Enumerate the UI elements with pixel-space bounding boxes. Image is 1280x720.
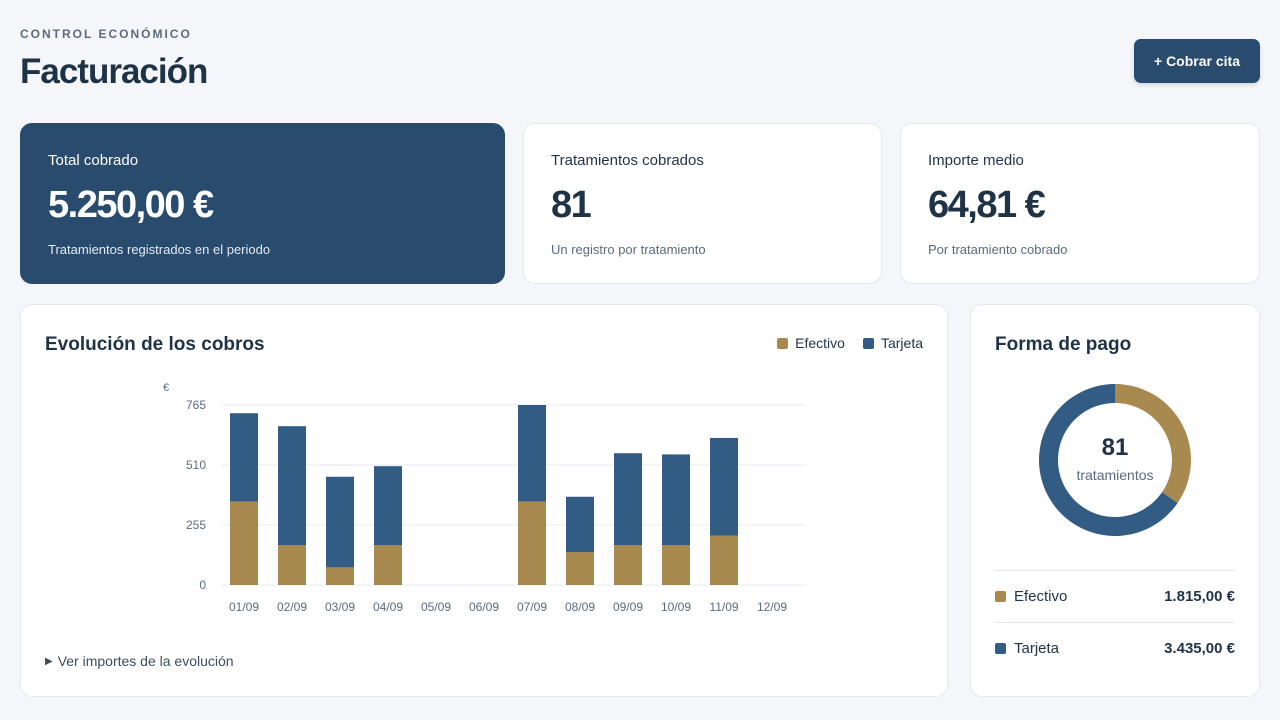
payment-method-amount: 3.435,00 € xyxy=(1164,640,1235,657)
kpi-average-card: Importe medio 64,81 € Por tratamiento co… xyxy=(900,123,1260,284)
bar-tarjeta xyxy=(566,496,594,553)
bar-efectivo xyxy=(230,501,258,585)
bar-tarjeta xyxy=(326,476,354,568)
payment-method: Efectivo xyxy=(995,588,1067,605)
payment-card: Forma de pago 81 tratamientos Efectivo 1… xyxy=(970,304,1260,697)
y-tick-label: 0 xyxy=(199,578,206,592)
evolution-details-toggle[interactable]: ▶ Ver importes de la evolución xyxy=(45,653,234,669)
payment-method-amount: 1.815,00 € xyxy=(1164,588,1235,605)
kpi-subtext: Tratamientos registrados en el periodo xyxy=(48,242,271,257)
bar-efectivo xyxy=(326,567,354,585)
y-tick-label: 255 xyxy=(186,518,206,532)
bar-efectivo xyxy=(518,501,546,585)
payment-row-efectivo: Efectivo 1.815,00 € xyxy=(995,570,1235,622)
x-tick-label: 04/09 xyxy=(373,600,403,614)
kpi-treatments-card: Tratamientos cobrados 81 Un registro por… xyxy=(523,123,882,284)
x-tick-label: 12/09 xyxy=(757,600,787,614)
x-tick-label: 01/09 xyxy=(229,600,259,614)
legend-label: Efectivo xyxy=(795,335,845,351)
payment-row-tarjeta: Tarjeta 3.435,00 € xyxy=(995,622,1235,674)
triangle-right-icon: ▶ xyxy=(45,655,53,667)
payment-method-label: Tarjeta xyxy=(1014,640,1060,657)
x-tick-label: 10/09 xyxy=(661,600,691,614)
x-tick-label: 11/09 xyxy=(709,600,738,614)
y-tick-label: 765 xyxy=(186,398,206,412)
chart-legend: Efectivo Tarjeta xyxy=(777,335,923,351)
bar-tarjeta xyxy=(230,413,258,502)
charge-appointment-button[interactable]: + Cobrar cita xyxy=(1134,39,1260,83)
details-toggle-label: Ver importes de la evolución xyxy=(57,653,234,669)
kpi-label: Tratamientos cobrados xyxy=(551,152,704,169)
bar-efectivo xyxy=(614,545,642,585)
kpi-value: 81 xyxy=(551,184,592,226)
x-tick-label: 02/09 xyxy=(277,600,307,614)
x-tick-label: 08/09 xyxy=(565,600,595,614)
evolution-card: Evolución de los cobros Efectivo Tarjeta… xyxy=(20,304,948,697)
bar-tarjeta xyxy=(278,426,306,545)
x-tick-label: 07/09 xyxy=(517,600,547,614)
kpi-value: 5.250,00 € xyxy=(48,184,214,226)
payment-swatch-tarjeta xyxy=(995,643,1006,654)
kpi-subtext: Un registro por tratamiento xyxy=(551,242,706,257)
x-tick-label: 09/09 xyxy=(613,600,643,614)
donut-center-value: 81 xyxy=(1101,434,1129,461)
bar-tarjeta xyxy=(518,405,546,502)
legend-swatch-efectivo xyxy=(777,337,789,349)
x-tick-label: 03/09 xyxy=(325,600,355,614)
y-axis-label: € xyxy=(163,382,169,394)
legend-item-tarjeta: Tarjeta xyxy=(862,335,923,351)
bar-tarjeta xyxy=(710,437,738,536)
x-tick-label: 05/09 xyxy=(421,600,451,614)
kpi-label: Total cobrado xyxy=(48,152,139,169)
eyebrow-label: CONTROL ECONÓMICO xyxy=(20,27,192,41)
payment-title: Forma de pago xyxy=(995,334,1132,355)
bar-efectivo xyxy=(710,535,738,585)
kpi-value: 64,81 € xyxy=(928,184,1046,226)
y-tick-label: 510 xyxy=(186,458,206,472)
donut-slice-efectivo xyxy=(1115,384,1191,503)
bar-efectivo xyxy=(662,545,690,585)
bar-tarjeta xyxy=(374,466,402,545)
legend-item-efectivo: Efectivo xyxy=(777,335,845,351)
bar-efectivo xyxy=(566,552,594,585)
bar-efectivo xyxy=(278,545,306,585)
kpi-total-card: Total cobrado 5.250,00 € Tratamientos re… xyxy=(20,123,505,284)
bar-efectivo xyxy=(374,545,402,585)
payment-method: Tarjeta xyxy=(995,640,1059,657)
bar-tarjeta xyxy=(662,454,690,545)
x-tick-label: 06/09 xyxy=(469,600,499,614)
kpi-subtext: Por tratamiento cobrado xyxy=(928,242,1068,257)
legend-swatch-tarjeta xyxy=(862,337,874,349)
bar-tarjeta xyxy=(614,453,642,545)
donut-center-label: tratamientos xyxy=(1076,467,1154,483)
payment-method-label: Efectivo xyxy=(1014,588,1068,605)
payment-swatch-efectivo xyxy=(995,591,1006,602)
page-title: Facturación xyxy=(20,52,208,91)
evolution-title: Evolución de los cobros xyxy=(45,334,265,355)
evolution-chart: 0 255 510 765 €01/09 02/09 03/09 04/09 05/09 06/0… xyxy=(163,382,807,614)
kpi-label: Importe medio xyxy=(928,152,1024,169)
payment-donut-chart xyxy=(1039,384,1191,536)
legend-label: Tarjeta xyxy=(880,335,923,351)
